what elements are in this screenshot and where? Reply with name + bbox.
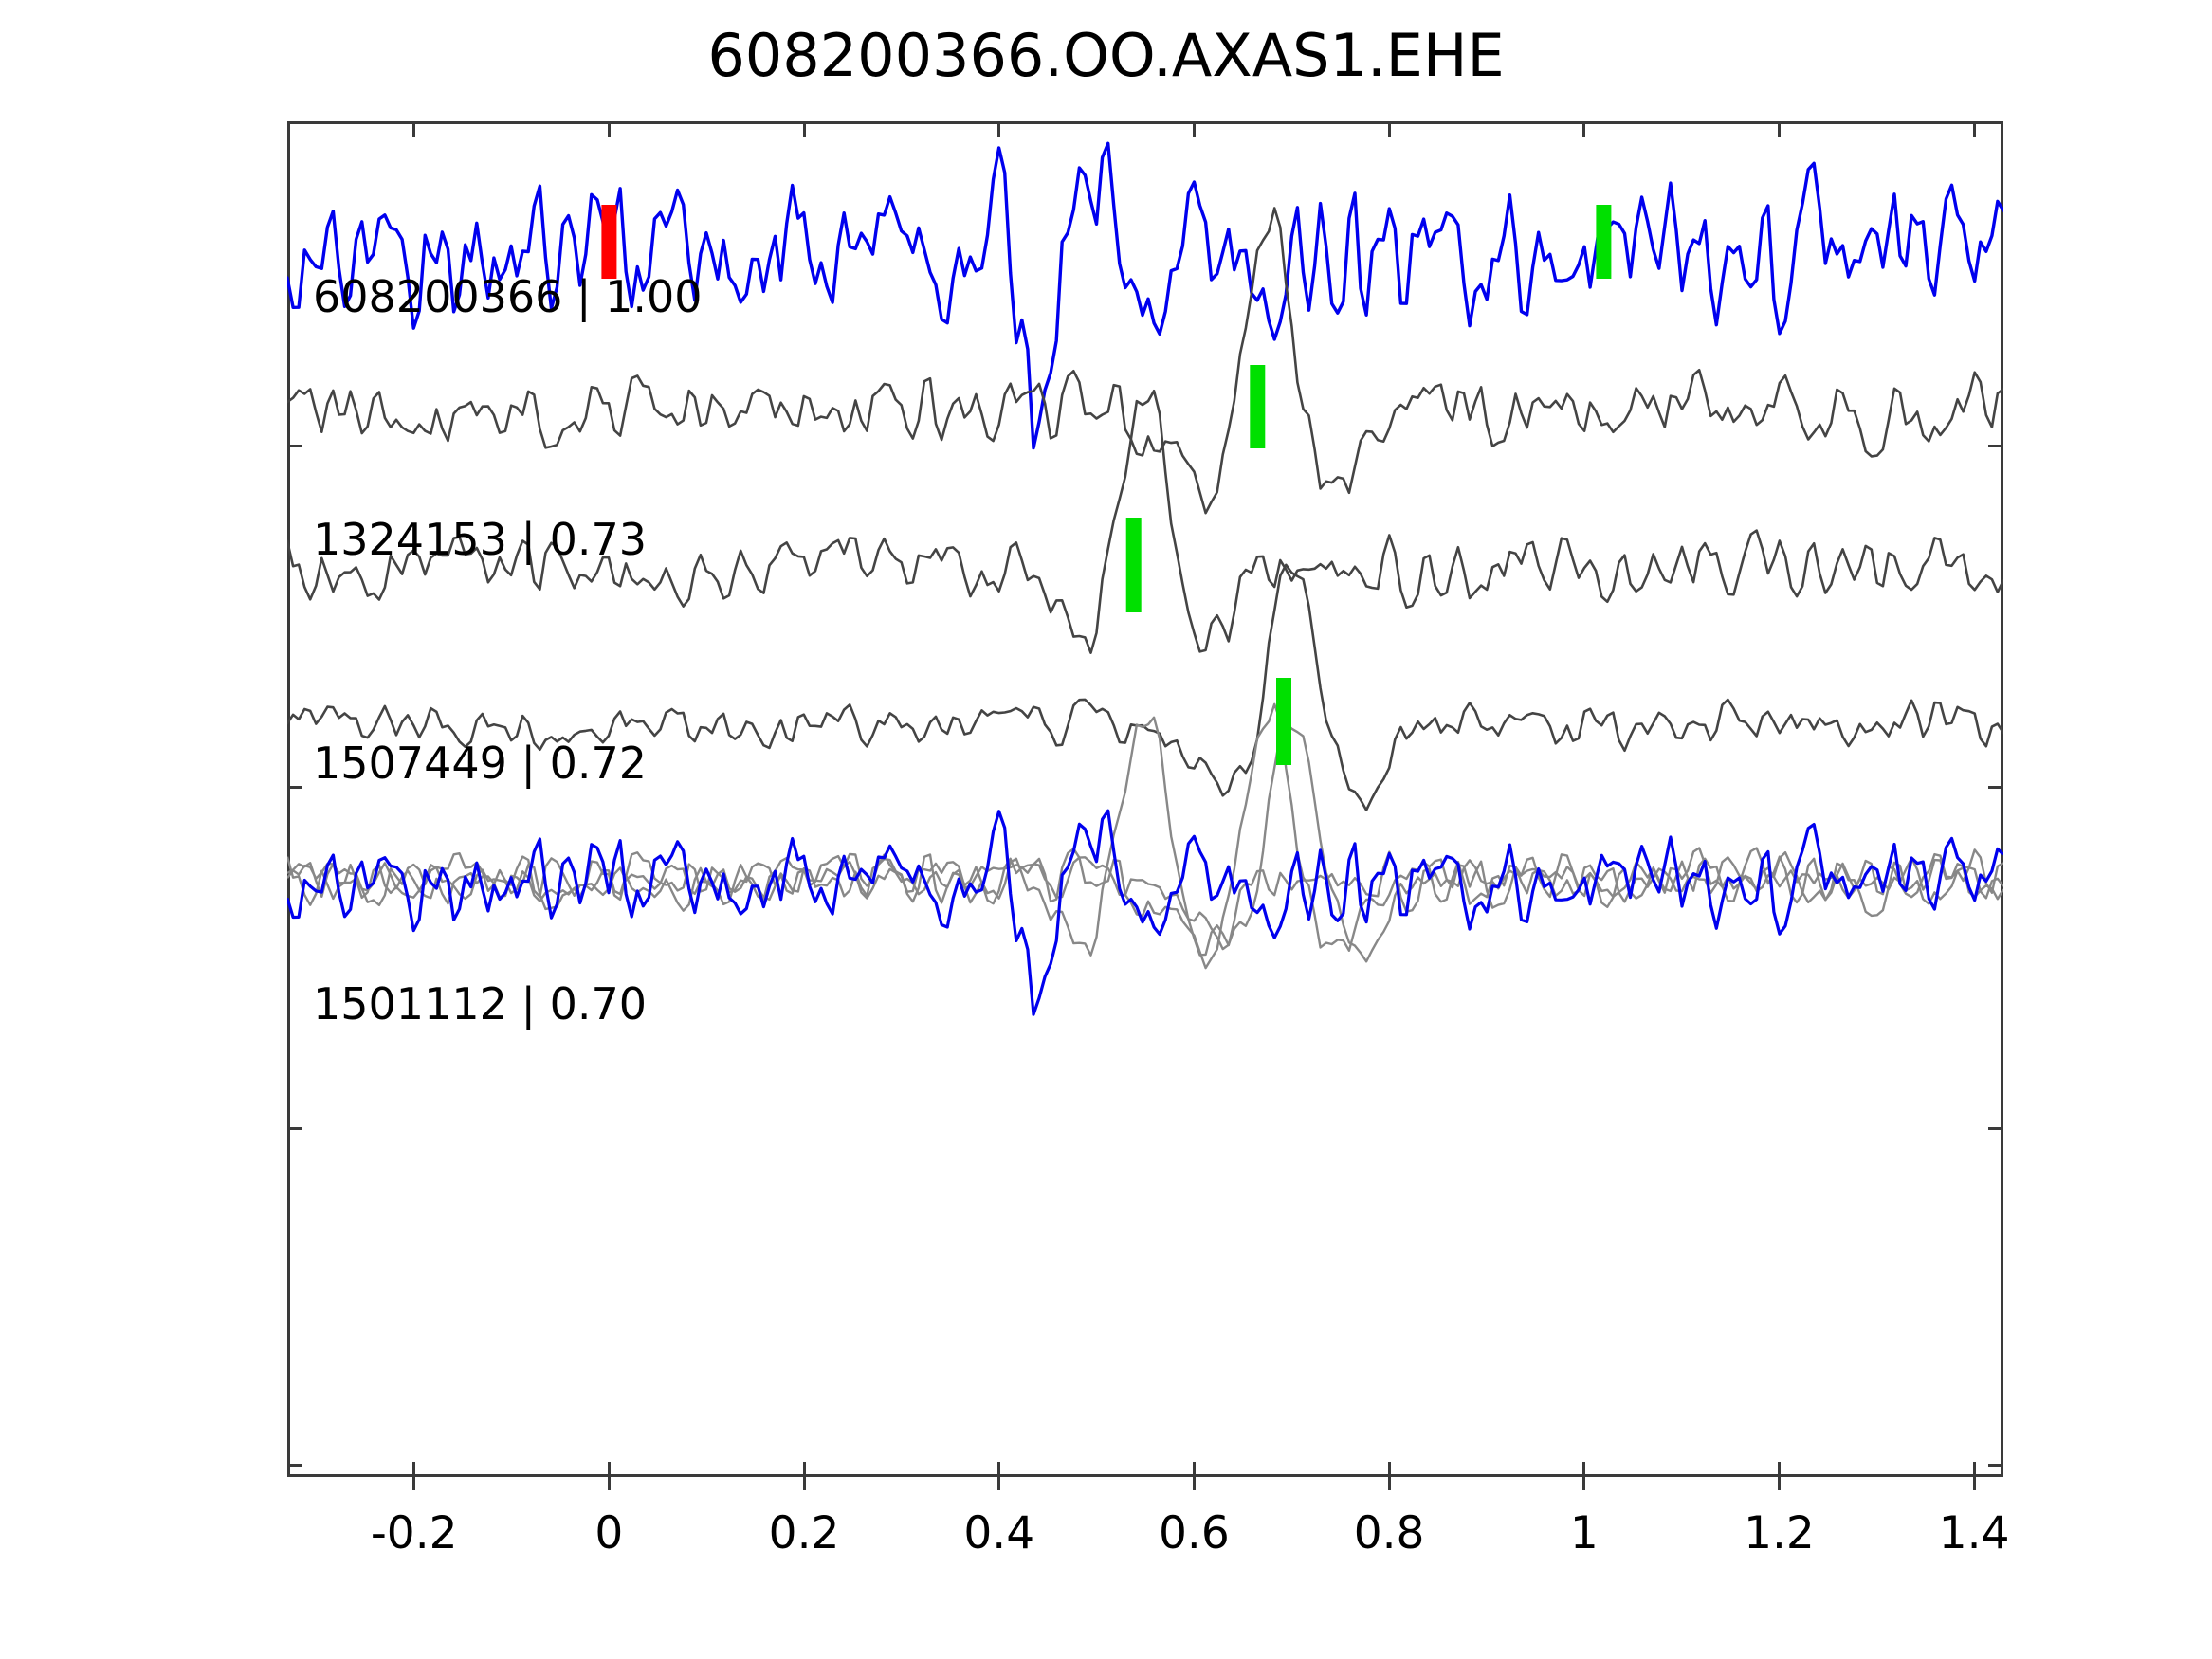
x-tick-mark-7: [1777, 1462, 1781, 1477]
plot-axes-frame: [287, 121, 2003, 1477]
x-tick-mark-5: [1387, 1462, 1391, 1477]
markers-group: [601, 205, 1612, 765]
x-tick-mark-top-2: [802, 121, 806, 137]
x-tick-mark-outer-0: [412, 1477, 416, 1490]
x-tick-mark-top-6: [1582, 121, 1586, 137]
x-tick-mark-8: [1972, 1462, 1976, 1477]
x-tick-mark-outer-4: [1192, 1477, 1196, 1490]
x-tick-label-8: 1.4: [1938, 1507, 2010, 1559]
x-tick-mark-top-1: [607, 121, 611, 137]
x-tick-mark-top-3: [997, 121, 1001, 137]
phase-pick-marker-608200366: [1596, 205, 1612, 279]
phase-pick-marker-1501112: [1276, 678, 1291, 765]
overlay-trace-template: [287, 809, 2003, 1016]
y-tick-mark-right-3: [1988, 1463, 2003, 1467]
x-tick-mark-outer-3: [997, 1477, 1001, 1490]
x-tick-mark-top-0: [412, 121, 416, 137]
page-title: 608200366.OO.AXAS1.EHE: [707, 21, 1505, 90]
x-tick-mark-4: [1192, 1462, 1196, 1477]
x-tick-label-3: 0.4: [963, 1507, 1035, 1559]
trace-label-3: 1501112 | 0.70: [313, 978, 648, 1030]
phase-pick-marker-1507449: [1125, 518, 1142, 612]
x-tick-mark-top-7: [1777, 121, 1781, 137]
y-tick-mark-right-1: [1988, 785, 2003, 789]
x-tick-mark-outer-6: [1582, 1477, 1586, 1490]
trace-label-2: 1507449 | 0.72: [313, 738, 648, 789]
traces-group: [287, 141, 2003, 1016]
waveform-trace-608200366: [287, 141, 2003, 450]
overlay-trace-1501112: [287, 721, 2003, 963]
x-tick-mark-outer-5: [1387, 1477, 1391, 1490]
waveform-trace-1501112: [287, 563, 2003, 811]
y-tick-mark-right-2: [1988, 1126, 2003, 1130]
overlay-trace-1507449: [287, 716, 2003, 957]
waveform-trace-1507449: [287, 390, 2003, 654]
x-tick-mark-outer-2: [802, 1477, 806, 1490]
waveform-trace-1324153: [287, 207, 2003, 515]
x-tick-label-7: 1.2: [1744, 1507, 1815, 1559]
x-tick-mark-2: [802, 1462, 806, 1477]
waveform-plot-canvas: [287, 141, 2003, 1016]
x-tick-mark-3: [997, 1462, 1001, 1477]
x-tick-label-4: 0.6: [1159, 1507, 1230, 1559]
x-tick-label-6: 1: [1569, 1507, 1599, 1559]
trace-label-1: 1324153 | 0.73: [313, 514, 648, 565]
x-tick-mark-outer-8: [1972, 1477, 1976, 1490]
y-tick-mark-right-0: [1988, 444, 2003, 447]
x-tick-mark-top-8: [1972, 121, 1976, 137]
x-tick-mark-1: [607, 1462, 611, 1477]
x-tick-mark-outer-1: [607, 1477, 611, 1490]
x-tick-mark-top-4: [1192, 121, 1196, 137]
x-tick-label-2: 0.2: [768, 1507, 840, 1559]
x-tick-mark-0: [412, 1462, 416, 1477]
x-tick-label-1: 0: [594, 1507, 624, 1559]
y-tick-mark-left-0: [287, 444, 302, 447]
origin-time-marker-608200366: [601, 205, 617, 279]
y-tick-mark-left-1: [287, 785, 302, 789]
x-tick-mark-outer-7: [1777, 1477, 1781, 1490]
x-tick-label-0: -0.2: [370, 1507, 458, 1559]
trace-label-0: 608200366 | 1.00: [313, 271, 703, 322]
x-tick-mark-top-5: [1387, 121, 1391, 137]
x-tick-label-5: 0.8: [1353, 1507, 1425, 1559]
y-tick-mark-left-3: [287, 1463, 302, 1467]
x-tick-mark-6: [1582, 1462, 1586, 1477]
y-tick-mark-left-2: [287, 1126, 302, 1130]
phase-pick-marker-1324153: [1250, 365, 1266, 448]
